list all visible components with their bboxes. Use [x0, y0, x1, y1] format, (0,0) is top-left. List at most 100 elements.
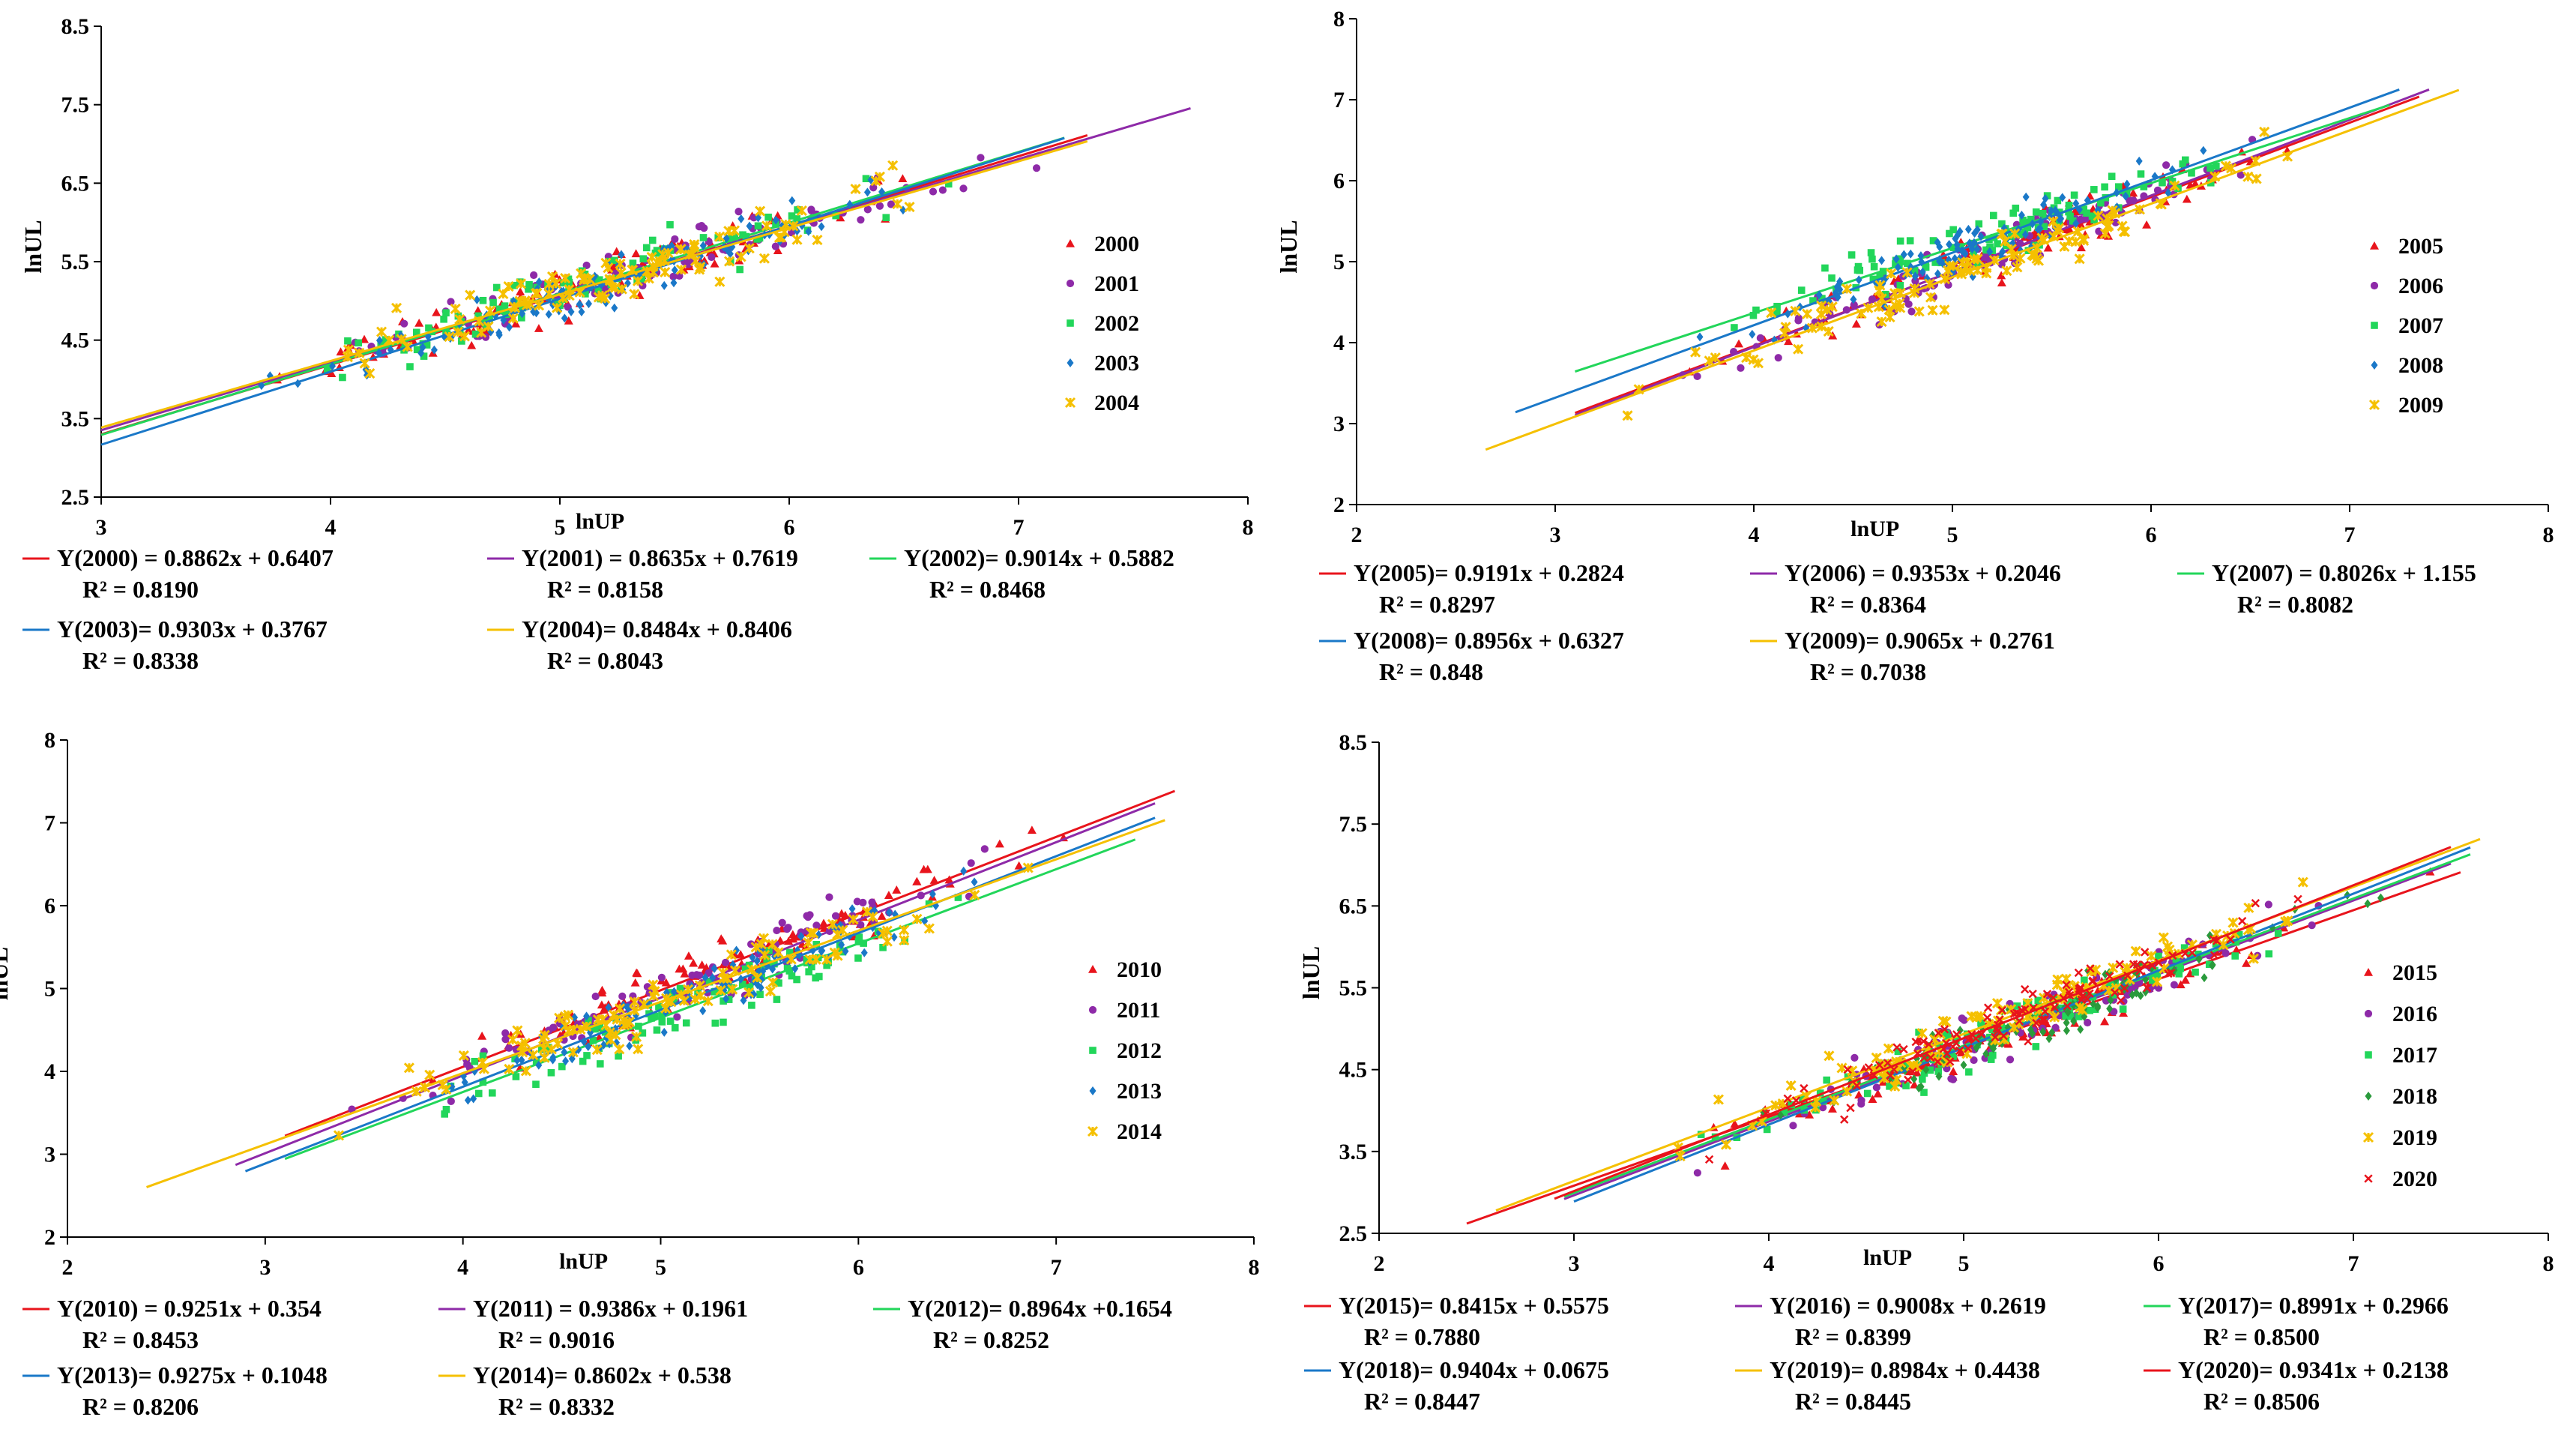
point-2000 — [327, 369, 337, 378]
point-2012 — [720, 997, 727, 1005]
r-squared-2011: R² = 0.9016 — [498, 1326, 615, 1353]
point-2012 — [666, 1017, 675, 1025]
point-2014 — [899, 924, 910, 936]
point-2012 — [596, 1022, 604, 1029]
point-2002 — [525, 280, 533, 289]
point-2020 — [1892, 1043, 1901, 1052]
point-2018 — [2107, 996, 2114, 1005]
point-2019 — [1836, 1062, 1847, 1074]
point-2002 — [560, 279, 567, 287]
point-2007 — [2039, 209, 2047, 217]
point-2010 — [697, 960, 707, 969]
point-2008 — [1999, 247, 2006, 256]
point-2018 — [2048, 1027, 2056, 1037]
point-2017 — [1965, 1068, 1973, 1076]
point-2012 — [768, 960, 776, 968]
point-2020 — [2062, 981, 2071, 990]
point-2003 — [863, 187, 871, 197]
point-2003 — [723, 234, 730, 244]
point-2009 — [2259, 126, 2270, 138]
equation-2005: Y(2005)= 0.9191x + 0.2824 — [1354, 559, 1624, 586]
point-2009 — [2093, 210, 2104, 221]
point-2002 — [510, 281, 519, 289]
point-2002 — [882, 214, 890, 222]
point-2012 — [756, 990, 764, 999]
point-2003 — [670, 278, 678, 288]
point-2017 — [1863, 1089, 1871, 1098]
point-2001 — [771, 242, 779, 250]
legend-label-2016: 2016 — [2392, 1002, 2437, 1026]
point-2006 — [1904, 300, 1913, 308]
point-2001 — [671, 235, 679, 244]
r-squared-2013: R² = 0.8206 — [82, 1393, 199, 1420]
series-2011 — [235, 802, 1156, 1167]
point-2000 — [710, 259, 720, 268]
legend-marker-2014 — [1087, 1125, 1099, 1137]
point-2006 — [1911, 277, 1919, 285]
point-2011 — [549, 1023, 558, 1032]
point-2004 — [714, 231, 726, 242]
point-2014 — [715, 984, 726, 996]
point-2004 — [579, 274, 591, 285]
y-tick-label: 6.5 — [1339, 894, 1368, 918]
point-2009 — [1779, 328, 1791, 339]
point-2020 — [2164, 969, 2173, 978]
point-2016 — [1789, 1122, 1797, 1130]
x-tick-label: 2 — [62, 1255, 73, 1280]
r-squared-2000: R² = 0.8190 — [82, 576, 199, 603]
point-2012 — [489, 1089, 496, 1097]
point-2018 — [2090, 999, 2097, 1008]
point-2011 — [967, 859, 975, 867]
r-squared-2017: R² = 0.8500 — [2204, 1323, 2320, 1350]
point-2008 — [2035, 225, 2042, 235]
point-2018 — [2142, 987, 2150, 997]
point-2017 — [1920, 1069, 1928, 1077]
point-2009 — [1962, 256, 1973, 268]
point-2002 — [739, 231, 746, 239]
point-2020 — [2040, 1015, 2049, 1024]
point-2008 — [1834, 281, 1841, 291]
point-2007 — [1896, 237, 1904, 245]
point-2013 — [663, 987, 670, 997]
y-tick-label: 3.5 — [1339, 1140, 1368, 1164]
point-2009 — [2070, 236, 2081, 247]
point-2014 — [911, 913, 923, 924]
point-2017 — [1919, 1075, 1926, 1083]
point-2000 — [432, 307, 441, 316]
point-2011 — [784, 924, 792, 932]
point-2010 — [630, 978, 640, 987]
point-2018 — [2045, 1034, 2053, 1044]
y-tick-label: 7 — [44, 811, 55, 836]
legend-label-2002: 2002 — [1094, 311, 1139, 336]
point-2011 — [673, 1013, 681, 1021]
point-2008 — [1749, 329, 1756, 339]
point-2019 — [1674, 1151, 1686, 1162]
point-2000 — [516, 287, 525, 295]
point-2009 — [1886, 268, 1897, 280]
x-tick-label: 8 — [2543, 1251, 2554, 1276]
point-2007 — [1731, 324, 1738, 331]
point-2008 — [1934, 269, 1942, 279]
x-tick-label: 3 — [259, 1255, 271, 1280]
point-2004 — [515, 278, 527, 289]
point-2014 — [614, 1044, 625, 1055]
point-2011 — [806, 911, 814, 919]
point-2017 — [1935, 1042, 1943, 1050]
point-2016 — [1857, 1100, 1865, 1108]
point-2013 — [535, 1060, 543, 1070]
point-2012 — [785, 967, 794, 975]
point-2008 — [2122, 191, 2129, 201]
point-2002 — [595, 276, 603, 284]
point-2009 — [2001, 265, 2012, 277]
point-2004 — [689, 239, 700, 250]
point-2002 — [479, 296, 487, 304]
point-2012 — [591, 1025, 599, 1033]
point-2020 — [1924, 1040, 1934, 1049]
point-2020 — [1933, 1057, 1943, 1066]
point-2007 — [2009, 209, 2017, 217]
point-2017 — [1823, 1076, 1831, 1084]
point-2010 — [1014, 861, 1024, 870]
point-2014 — [767, 977, 779, 988]
point-2002 — [495, 305, 504, 313]
point-2004 — [444, 331, 455, 343]
